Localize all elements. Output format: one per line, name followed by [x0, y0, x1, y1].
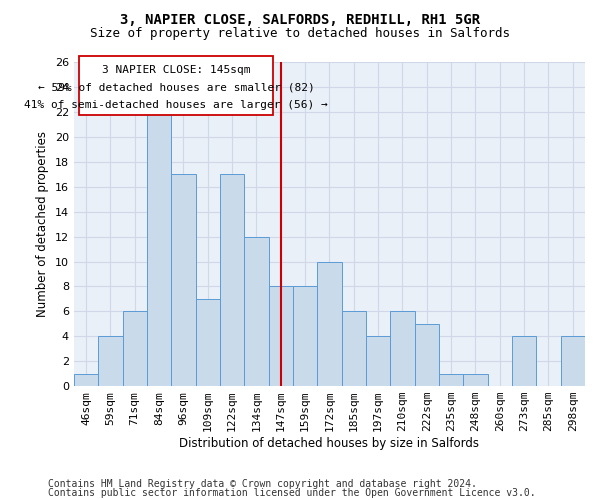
Bar — [98, 336, 122, 386]
Bar — [463, 374, 488, 386]
Bar — [415, 324, 439, 386]
Text: ← 59% of detached houses are smaller (82): ← 59% of detached houses are smaller (82… — [38, 83, 314, 93]
Bar — [317, 262, 341, 386]
FancyBboxPatch shape — [79, 56, 274, 114]
Bar — [439, 374, 463, 386]
Bar — [244, 236, 269, 386]
Text: Size of property relative to detached houses in Salfords: Size of property relative to detached ho… — [90, 28, 510, 40]
Bar — [147, 112, 171, 386]
Bar — [220, 174, 244, 386]
Bar — [512, 336, 536, 386]
Bar — [74, 374, 98, 386]
Text: 3 NAPIER CLOSE: 145sqm: 3 NAPIER CLOSE: 145sqm — [102, 65, 250, 75]
Y-axis label: Number of detached properties: Number of detached properties — [36, 131, 49, 317]
X-axis label: Distribution of detached houses by size in Salfords: Distribution of detached houses by size … — [179, 437, 479, 450]
Bar — [269, 286, 293, 386]
Text: 41% of semi-detached houses are larger (56) →: 41% of semi-detached houses are larger (… — [24, 100, 328, 110]
Bar — [390, 312, 415, 386]
Bar — [341, 312, 366, 386]
Bar — [122, 312, 147, 386]
Bar — [196, 299, 220, 386]
Text: Contains HM Land Registry data © Crown copyright and database right 2024.: Contains HM Land Registry data © Crown c… — [48, 479, 477, 489]
Text: 3, NAPIER CLOSE, SALFORDS, REDHILL, RH1 5GR: 3, NAPIER CLOSE, SALFORDS, REDHILL, RH1 … — [120, 12, 480, 26]
Bar — [171, 174, 196, 386]
Text: Contains public sector information licensed under the Open Government Licence v3: Contains public sector information licen… — [48, 488, 536, 498]
Bar — [293, 286, 317, 386]
Bar — [560, 336, 585, 386]
Bar — [366, 336, 390, 386]
